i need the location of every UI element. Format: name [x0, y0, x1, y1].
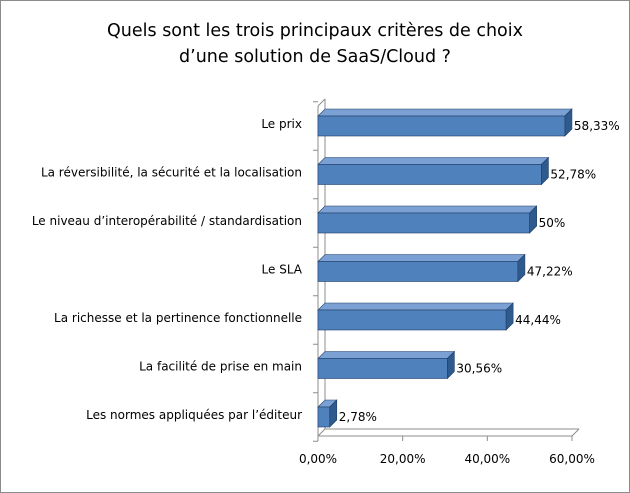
category-label: Les normes appliquées par l’éditeur [86, 408, 302, 422]
category-label: La facilité de prise en main [139, 360, 302, 374]
chart-title-line-2: d’une solution de SaaS/Cloud ? [179, 47, 451, 67]
bar-side-face [517, 253, 526, 283]
bar [317, 115, 566, 137]
wall-top-edge [317, 98, 326, 107]
bar-side-face [541, 156, 549, 186]
bar-top-face [317, 254, 526, 262]
bar [317, 164, 542, 185]
chart-title: Quels sont les trois principaux critères… [0, 18, 630, 70]
floor-right-edge [571, 428, 580, 437]
bar [317, 261, 519, 282]
x-tick-label: 60,00% [549, 452, 595, 466]
data-label: 2,78% [339, 410, 377, 424]
x-tick-label: 20,00% [380, 452, 426, 466]
bar-side-face [505, 302, 514, 331]
bar-top-face [317, 302, 514, 311]
data-label: 58,33% [574, 119, 620, 133]
data-label: 47,22% [527, 265, 573, 279]
bar-top-face [317, 351, 456, 359]
data-label: 52,78% [550, 168, 596, 182]
bar-top-face [317, 205, 538, 214]
x-tick-label: 40,00% [464, 452, 510, 466]
category-label: La réversibilité, la sécurité et la loca… [41, 166, 302, 180]
data-label: 30,56% [456, 362, 502, 376]
x-tick-label: 0,00% [299, 452, 337, 466]
bar-side-face [329, 399, 338, 428]
category-label: Le prix [261, 117, 302, 131]
chart-title-line-1: Quels sont les trois principaux critères… [107, 21, 523, 41]
floor-left-edge [317, 428, 326, 437]
data-label: 50% [539, 216, 566, 230]
data-label: 44,44% [515, 313, 561, 327]
bar-side-face [564, 108, 573, 137]
bar [317, 212, 530, 234]
category-label: Le SLA [262, 263, 303, 277]
bar-top-face [317, 157, 550, 165]
bar [317, 406, 331, 428]
category-label: Le niveau d’interopérabilité / standardi… [32, 214, 302, 228]
bar [317, 309, 507, 331]
category-label: La richesse et la pertinence fonctionnel… [54, 311, 302, 325]
bar-side-face [529, 205, 537, 234]
bar-top-face [317, 108, 573, 117]
bar [317, 358, 448, 379]
bar-side-face [447, 350, 455, 380]
